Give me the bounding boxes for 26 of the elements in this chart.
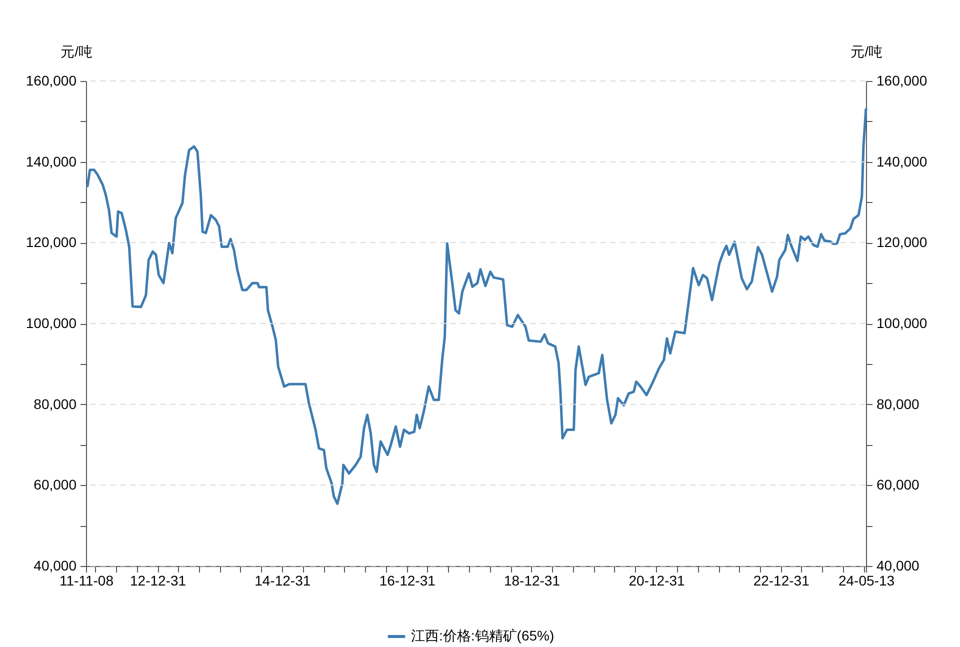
y2-tick-label: 100,000 <box>876 315 928 331</box>
y2-tick-label: 80,000 <box>876 396 920 412</box>
y-tick-label: 80,000 <box>34 396 77 412</box>
y-tick-label: 100,000 <box>26 315 77 331</box>
y-tick-label: 160,000 <box>26 72 77 88</box>
x-tick-label: 24-05-13 <box>838 572 895 588</box>
legend-label: 江西:价格:钨精矿(65%) <box>411 628 554 644</box>
y2-axis-title: 元/吨 <box>850 44 882 60</box>
x-tick-label: 18-12-31 <box>504 572 560 588</box>
y2-tick-label: 60,000 <box>876 476 920 493</box>
x-tick-label: 20-12-31 <box>628 572 685 588</box>
x-tick-label: 12-12-31 <box>130 572 186 588</box>
x-tick-label: 16-12-31 <box>379 572 436 588</box>
x-tick-label: 11-11-08 <box>60 572 114 588</box>
y2-tick-label: 160,000 <box>876 72 928 88</box>
y-tick-label: 140,000 <box>26 153 77 170</box>
y-tick-label: 40,000 <box>34 558 77 574</box>
line-series <box>84 107 868 506</box>
y-tick-label: 60,000 <box>34 476 77 493</box>
x-tick-label: 14-12-31 <box>254 572 311 588</box>
y2-tick-label: 40,000 <box>876 558 920 574</box>
y2-tick-label: 140,000 <box>876 153 928 170</box>
y-axis-title: 元/吨 <box>60 44 92 60</box>
y2-tick-label: 120,000 <box>876 234 928 250</box>
y-tick-label: 120,000 <box>26 234 77 250</box>
x-tick-label: 22-12-31 <box>753 572 810 588</box>
